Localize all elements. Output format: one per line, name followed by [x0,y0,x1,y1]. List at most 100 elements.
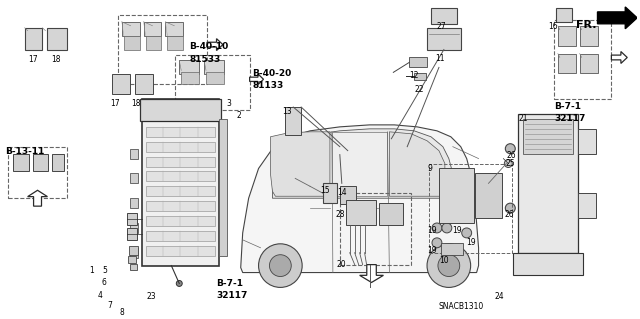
Bar [523,119,573,154]
Circle shape [176,280,182,286]
Bar [47,28,67,49]
Text: 27: 27 [437,22,447,31]
Bar [145,171,215,182]
Bar [52,154,64,171]
Circle shape [506,144,515,154]
Bar [439,168,474,223]
Text: 21: 21 [518,114,528,123]
Bar [143,22,161,36]
Bar [578,129,596,154]
Bar [168,36,183,49]
Bar [145,142,215,152]
Bar [145,231,215,241]
Bar [127,228,137,240]
Bar [558,26,576,46]
Polygon shape [271,132,330,196]
Text: B-7-1: B-7-1 [554,102,581,111]
Text: 19: 19 [467,238,476,247]
Bar [175,55,250,110]
Text: 19: 19 [427,246,436,255]
Bar [578,193,596,218]
Circle shape [269,255,291,277]
Polygon shape [207,39,223,50]
Text: SNACB1310: SNACB1310 [439,302,484,311]
Bar [346,200,376,225]
Text: B-40-10: B-40-10 [189,41,228,51]
Bar [127,213,137,225]
Bar [580,26,598,46]
Text: 9: 9 [427,164,432,173]
Bar [141,99,219,266]
Circle shape [432,223,442,233]
Bar [25,28,42,49]
Polygon shape [28,190,47,206]
Text: 3: 3 [227,99,232,108]
Circle shape [515,262,525,271]
Bar [206,72,224,84]
Bar [145,36,161,49]
Bar [130,174,138,183]
Text: 15: 15 [320,186,330,195]
Bar [204,61,224,74]
Text: 32117: 32117 [554,114,585,123]
Text: 18: 18 [132,99,141,108]
Bar [165,22,183,36]
Polygon shape [273,129,453,198]
Bar [409,57,427,67]
Bar [414,73,426,80]
Text: 16: 16 [548,22,557,31]
Bar [558,54,576,73]
Text: 81533: 81533 [189,55,220,63]
Polygon shape [598,7,637,29]
Bar [380,203,403,225]
Text: 26: 26 [506,151,516,160]
Bar [124,36,140,49]
Text: 17: 17 [29,55,38,63]
Text: FR.: FR. [576,20,596,30]
Text: B-40-20: B-40-20 [253,69,292,78]
Text: 23: 23 [147,293,156,301]
Bar [140,99,221,121]
Circle shape [438,255,460,277]
Text: B-13-11: B-13-11 [5,147,44,156]
Bar [130,198,138,208]
Text: 81133: 81133 [253,81,284,90]
Text: 14: 14 [337,188,346,197]
Bar [33,154,49,171]
Circle shape [427,244,470,287]
Bar [475,174,502,218]
Bar [556,8,572,22]
Circle shape [504,160,512,167]
Bar [128,256,136,263]
Polygon shape [360,265,383,282]
Text: 13: 13 [282,107,292,116]
Text: 19: 19 [427,226,436,235]
Text: 28: 28 [336,210,346,219]
Circle shape [442,223,452,233]
Text: 4: 4 [98,291,103,300]
Text: 8: 8 [120,308,125,317]
Text: 19: 19 [452,226,461,235]
Bar [323,183,337,203]
Bar [134,74,152,94]
Text: 1: 1 [89,266,94,275]
Bar [554,20,611,99]
Bar [340,186,356,204]
Polygon shape [389,132,445,196]
Polygon shape [241,125,479,272]
Bar [130,248,138,258]
Bar [145,127,215,137]
Bar [429,164,512,253]
Bar [13,154,29,171]
Bar [122,22,140,36]
Bar [130,149,138,159]
Bar [179,61,199,74]
Text: 18: 18 [51,55,61,63]
Circle shape [506,203,515,213]
Circle shape [432,238,442,248]
Bar [130,263,137,270]
Polygon shape [332,132,387,196]
Bar [441,243,463,255]
Bar [145,246,215,256]
Bar [118,15,207,84]
